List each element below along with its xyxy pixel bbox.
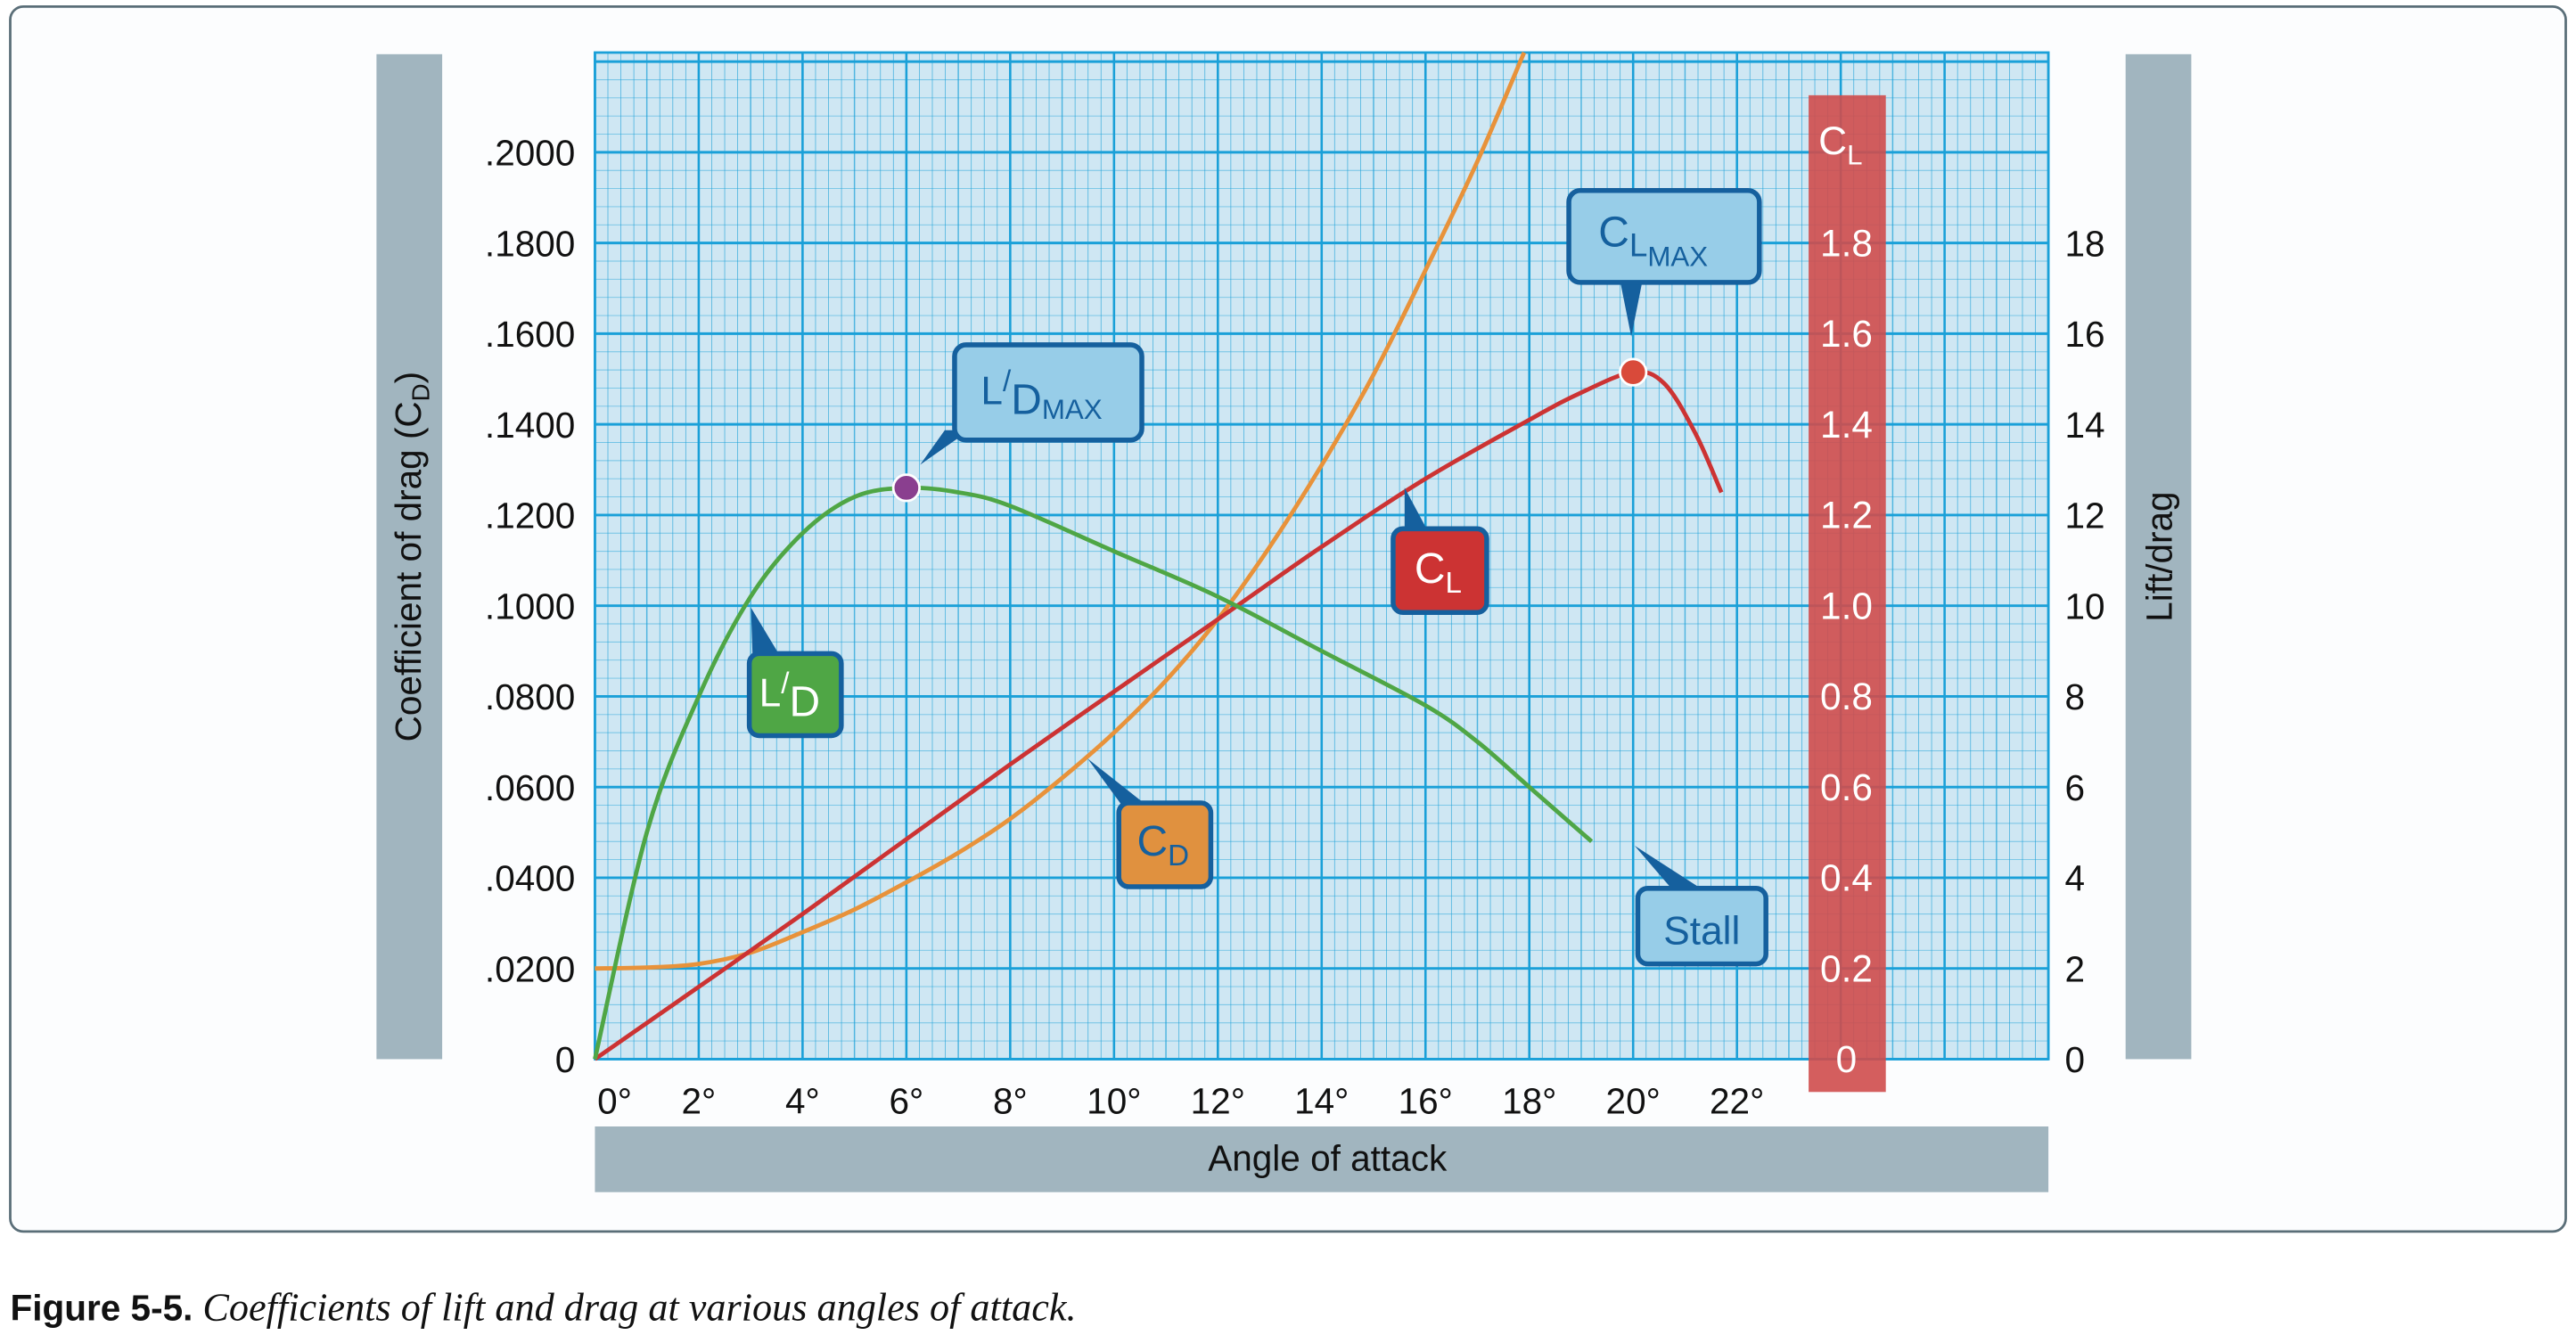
ld-tick-label: 6 <box>2065 767 2086 808</box>
x-tick-label: 6° <box>889 1080 923 1121</box>
x-tick-label: 10° <box>1087 1080 1141 1121</box>
cl-tick-label: 0.4 <box>1820 857 1873 899</box>
ld-tick-label: 4 <box>2065 858 2086 899</box>
x-tick-label: 8° <box>993 1080 1028 1121</box>
ld-tick-label: 14 <box>2065 405 2105 446</box>
callout-cl-max: CLMAX <box>1566 187 1762 337</box>
cl-tick-label: 0.8 <box>1820 676 1873 717</box>
y-tick-label: 0 <box>555 1039 576 1080</box>
x-tick-label: 12° <box>1191 1080 1245 1121</box>
y2-axis-label: Lift/drag <box>2138 491 2179 621</box>
ld-tick-label: 10 <box>2065 586 2105 627</box>
svg-text:CD: CD <box>1136 818 1189 872</box>
figure-caption: Figure 5-5. Coefficients of lift and drag… <box>10 1285 1076 1329</box>
cl-tick-label: 1.6 <box>1820 313 1873 355</box>
y-tick-label: .0800 <box>485 676 575 717</box>
x-tick-label: 22° <box>1710 1080 1764 1121</box>
x-tick-label: 18° <box>1502 1080 1556 1121</box>
ld-tick-label: 0 <box>2065 1039 2086 1080</box>
right-axis-bar <box>2125 53 2192 1060</box>
cl-tick-label: 0 <box>1836 1038 1858 1080</box>
cl-tick-label: 1.0 <box>1820 585 1873 627</box>
tick-labels: 0° 2° 4° 6° 8° 10° 12° 14° 16° 18° 20° 22° 0 .0200 .04… <box>485 133 2105 1122</box>
cl-axis-label: CL <box>1818 119 1862 170</box>
bottom-axis-bar <box>595 1126 2049 1192</box>
y-tick-label: .0600 <box>485 767 575 808</box>
x-tick-label: 0° <box>597 1080 632 1121</box>
callout-stall: Stall <box>1634 845 1768 967</box>
cl-tick-label: 1.2 <box>1820 495 1873 536</box>
ld-tick-label: 16 <box>2065 314 2105 355</box>
y-tick-label: .2000 <box>485 133 575 174</box>
x-tick-label: 16° <box>1399 1080 1453 1121</box>
ld-tick-label: 18 <box>2065 223 2105 264</box>
callout-cl: CL <box>1391 487 1489 616</box>
y-axis-label: Coefficient of drag (CD) <box>388 372 434 742</box>
curves <box>593 52 1724 1061</box>
y-tick-label: .1000 <box>485 586 575 627</box>
callout-cd: CD <box>1087 758 1214 889</box>
x-tick-label: 2° <box>682 1080 717 1121</box>
x-tick-label: 20° <box>1606 1080 1661 1121</box>
y-tick-label: .1800 <box>485 223 575 264</box>
x-tick-label: 14° <box>1294 1080 1349 1121</box>
caption-text: Coefficients of lift and drag at various… <box>202 1285 1076 1329</box>
ld-tick-label: 12 <box>2065 496 2105 536</box>
svg-text:L/DMAX: L/DMAX <box>980 365 1102 425</box>
cl-tick-label: 0.2 <box>1820 947 1873 989</box>
x-axis-label: Angle of attack <box>1208 1138 1448 1179</box>
svg-text:CL: CL <box>1415 545 1462 600</box>
y-tick-label: .0400 <box>485 858 575 899</box>
cl-tick-label: 1.8 <box>1820 222 1873 264</box>
marker-l-d-max <box>891 473 921 503</box>
series-cd-line <box>595 52 1527 971</box>
series-ld-line <box>593 485 1594 1060</box>
ld-tick-label: 8 <box>2065 676 2086 717</box>
caption-label: Figure 5-5. <box>10 1287 193 1328</box>
svg-text:CLMAX: CLMAX <box>1598 209 1708 272</box>
y-tick-label: .1400 <box>485 405 575 446</box>
svg-text:L/D: L/D <box>759 668 820 726</box>
y-tick-label: .0200 <box>485 948 575 989</box>
cl-scale-bar <box>1809 94 1886 1093</box>
y-tick-label: .1600 <box>485 314 575 355</box>
ld-tick-label: 2 <box>2065 948 2086 989</box>
series-cl-line <box>594 369 1724 1061</box>
y-tick-label: .1200 <box>485 496 575 536</box>
cl-tick-label: 0.6 <box>1820 766 1873 808</box>
left-axis-bar <box>376 53 443 1060</box>
svg-text:Stall: Stall <box>1663 909 1740 953</box>
plot-border <box>594 51 2050 1061</box>
cl-tick-label: 1.4 <box>1820 404 1873 446</box>
marker-cl-max <box>1619 357 1648 387</box>
x-tick-label: 4° <box>785 1080 820 1121</box>
